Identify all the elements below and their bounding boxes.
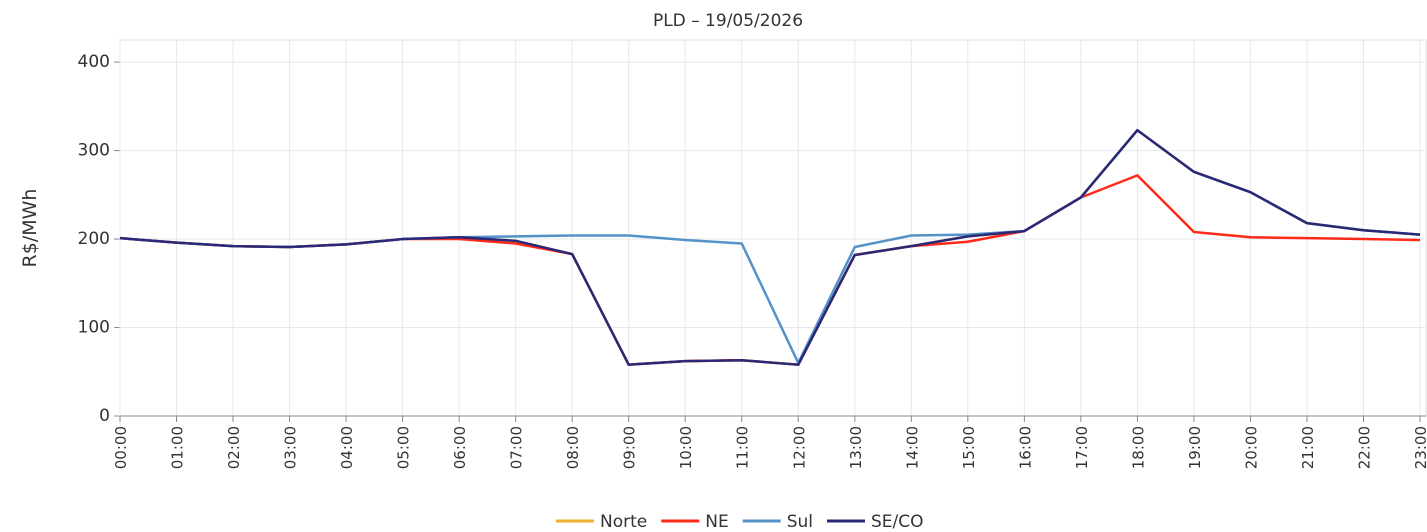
x-tick-label: 00:00 — [112, 426, 130, 469]
series-line — [119, 128, 1421, 366]
x-tick-label: 14:00 — [903, 426, 921, 469]
x-tick-label: 02:00 — [225, 426, 243, 469]
x-tick-label: 05:00 — [395, 426, 413, 469]
x-tick-label: 17:00 — [1073, 426, 1091, 469]
x-tick-label: 06:00 — [451, 426, 469, 469]
x-tick-label: 16:00 — [1016, 426, 1034, 469]
x-tick-label: 22:00 — [1355, 426, 1373, 469]
legend-label: SE/CO — [871, 512, 924, 532]
y-tick-label: 300 — [78, 141, 110, 161]
x-tick-label: 07:00 — [508, 426, 526, 469]
x-tick-label: 20:00 — [1242, 426, 1260, 469]
x-tick-label: 13:00 — [847, 426, 865, 469]
y-tick-label: 0 — [99, 406, 110, 426]
x-tick-label: 01:00 — [169, 426, 187, 469]
y-tick-label: 400 — [78, 52, 110, 72]
series-line — [119, 128, 1421, 366]
x-tick-label: 10:00 — [677, 426, 695, 469]
series-line — [119, 174, 1421, 366]
x-tick-label: 11:00 — [734, 426, 752, 469]
x-tick-label: 18:00 — [1129, 426, 1147, 469]
y-tick-label: 100 — [78, 318, 110, 338]
x-tick-label: 21:00 — [1299, 426, 1317, 469]
x-tick-label: 23:00 — [1412, 426, 1427, 469]
x-tick-label: 12:00 — [790, 426, 808, 469]
legend-label: NE — [705, 512, 728, 532]
legend-label: Norte — [600, 512, 647, 532]
plot-area — [119, 39, 1427, 417]
y-tick-label: 200 — [78, 229, 110, 249]
legend-label: Sul — [787, 512, 813, 532]
chart-title: PLD – 19/05/2026 — [653, 11, 803, 31]
x-tick-label: 08:00 — [564, 426, 582, 469]
x-tick-label: 09:00 — [621, 426, 639, 469]
legend: Norte NE Sul SE/CO — [556, 512, 924, 532]
y-axis-label: R$/MWh — [19, 189, 41, 268]
x-tick-label: 15:00 — [960, 426, 978, 469]
x-tick-label: 03:00 — [282, 426, 300, 469]
x-tick-label: 04:00 — [338, 426, 356, 469]
x-tick-label: 19:00 — [1186, 426, 1204, 469]
